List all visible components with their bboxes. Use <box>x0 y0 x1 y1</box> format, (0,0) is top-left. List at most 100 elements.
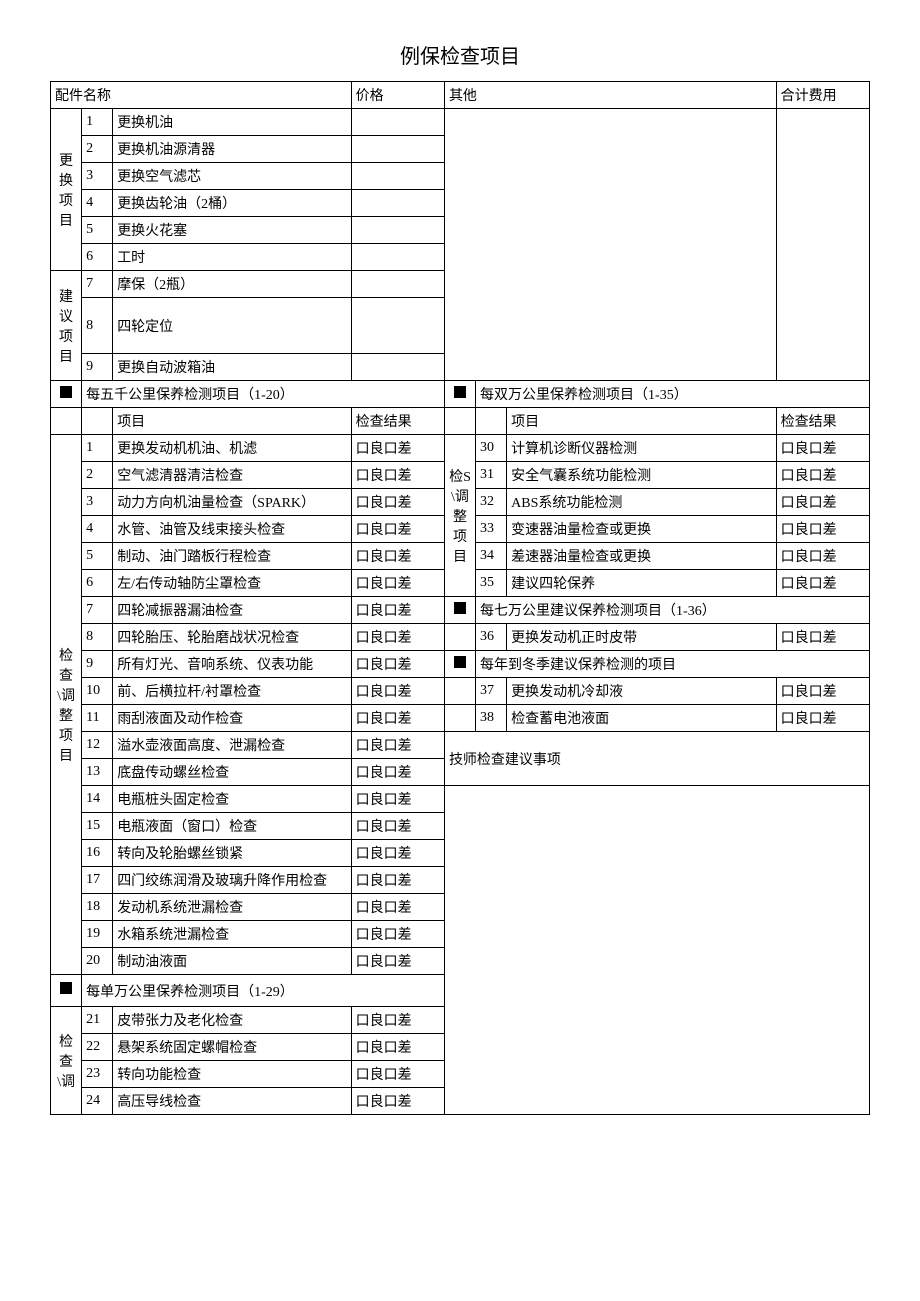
row-name: 雨刮液面及动作检查 <box>113 705 351 732</box>
row-num: 3 <box>82 489 113 516</box>
row-name: 变速器油量检查或更换 <box>507 516 777 543</box>
row-name: 发动机系统泄漏检查 <box>113 894 351 921</box>
col-result: 检查结果 <box>776 408 869 435</box>
row-name: 前、后横拉杆/衬罩检查 <box>113 678 351 705</box>
row-name: 转向功能检查 <box>113 1061 351 1088</box>
row-name: 更换自动波箱油 <box>113 354 351 381</box>
price-cell <box>351 354 444 381</box>
row-num: 7 <box>82 271 113 298</box>
result: 口良口差 <box>776 624 869 651</box>
row-name: ABS系统功能检测 <box>507 489 777 516</box>
row-name: 转向及轮胎螺丝锁紧 <box>113 840 351 867</box>
row-num: 14 <box>82 786 113 813</box>
row-num: 16 <box>82 840 113 867</box>
row-num: 11 <box>82 705 113 732</box>
row-num: 9 <box>82 651 113 678</box>
result: 口良口差 <box>351 435 444 462</box>
row-num: 4 <box>82 190 113 217</box>
row-name: 检查蓄电池液面 <box>507 705 777 732</box>
row-name: 制动油液面 <box>113 948 351 975</box>
row-name: 四轮胎压、轮胎磨战状况检查 <box>113 624 351 651</box>
result: 口良口差 <box>776 570 869 597</box>
square-marker-icon <box>454 656 466 668</box>
price-cell <box>351 136 444 163</box>
blank <box>51 408 82 435</box>
result: 口良口差 <box>351 1088 444 1115</box>
row-name: 动力方向机油量检查（SPARK） <box>113 489 351 516</box>
section-10k: 每单万公里保养检测项目（1-29） <box>82 975 445 1007</box>
row-name: 四门绞练润滑及玻璃升降作用检查 <box>113 867 351 894</box>
row-num: 6 <box>82 570 113 597</box>
row-name: 底盘传动螺丝检查 <box>113 759 351 786</box>
row-num: 5 <box>82 543 113 570</box>
row-num: 1 <box>82 435 113 462</box>
marker-cell <box>444 597 475 624</box>
marker-cell <box>444 381 475 408</box>
row-num: 2 <box>82 462 113 489</box>
price-cell <box>351 244 444 271</box>
row-num: 4 <box>82 516 113 543</box>
col-result: 检查结果 <box>351 408 444 435</box>
row-num: 8 <box>82 298 113 354</box>
row-num: 24 <box>82 1088 113 1115</box>
price-cell <box>351 271 444 298</box>
row-num: 33 <box>476 516 507 543</box>
row-name: 差速器油量检查或更换 <box>507 543 777 570</box>
group-check-adjust: 检查\调整项目 <box>51 435 82 975</box>
row-num: 15 <box>82 813 113 840</box>
result: 口良口差 <box>776 435 869 462</box>
row-name: 悬架系统固定螺帽检查 <box>113 1034 351 1061</box>
row-name: 四轮减振器漏油检查 <box>113 597 351 624</box>
result: 口良口差 <box>351 597 444 624</box>
row-name: 左/右传动轴防尘罩检查 <box>113 570 351 597</box>
col-item: 项目 <box>507 408 777 435</box>
row-name: 更换齿轮油（2桶） <box>113 190 351 217</box>
group-check-adjust2: 检查\调 <box>51 1007 82 1115</box>
result: 口良口差 <box>776 678 869 705</box>
result: 口良口差 <box>776 705 869 732</box>
result: 口良口差 <box>351 651 444 678</box>
result: 口良口差 <box>351 462 444 489</box>
section-5k: 每五千公里保养检测项目（1-20） <box>82 381 445 408</box>
total-cell <box>776 109 869 381</box>
price-cell <box>351 298 444 354</box>
row-name: 建议四轮保养 <box>507 570 777 597</box>
header-parts: 配件名称 <box>51 82 352 109</box>
row-num: 37 <box>476 678 507 705</box>
row-name: 更换发动机机油、机滤 <box>113 435 351 462</box>
result: 口良口差 <box>351 1034 444 1061</box>
result: 口良口差 <box>351 948 444 975</box>
marker-cell <box>444 651 475 678</box>
result: 口良口差 <box>351 894 444 921</box>
result: 口良口差 <box>351 543 444 570</box>
col-item: 项目 <box>113 408 351 435</box>
price-cell <box>351 217 444 244</box>
row-num: 18 <box>82 894 113 921</box>
result: 口良口差 <box>351 678 444 705</box>
row-num: 17 <box>82 867 113 894</box>
row-name: 电瓶桩头固定检查 <box>113 786 351 813</box>
row-num: 2 <box>82 136 113 163</box>
price-cell <box>351 109 444 136</box>
section-70k: 每七万公里建议保养检测项目（1-36） <box>476 597 870 624</box>
blank <box>444 624 475 651</box>
result: 口良口差 <box>351 732 444 759</box>
marker-cell <box>51 381 82 408</box>
result: 口良口差 <box>351 489 444 516</box>
row-name: 更换发动机正时皮带 <box>507 624 777 651</box>
row-name: 皮带张力及老化检查 <box>113 1007 351 1034</box>
page-title: 例保检查项目 <box>50 40 870 69</box>
row-num: 9 <box>82 354 113 381</box>
row-num: 22 <box>82 1034 113 1061</box>
square-marker-icon <box>454 602 466 614</box>
result: 口良口差 <box>351 516 444 543</box>
row-name: 四轮定位 <box>113 298 351 354</box>
row-num: 12 <box>82 732 113 759</box>
header-total: 合计费用 <box>776 82 869 109</box>
row-num: 7 <box>82 597 113 624</box>
row-name: 摩保（2瓶） <box>113 271 351 298</box>
row-num: 21 <box>82 1007 113 1034</box>
result: 口良口差 <box>351 1061 444 1088</box>
row-num: 6 <box>82 244 113 271</box>
header-price: 价格 <box>351 82 444 109</box>
